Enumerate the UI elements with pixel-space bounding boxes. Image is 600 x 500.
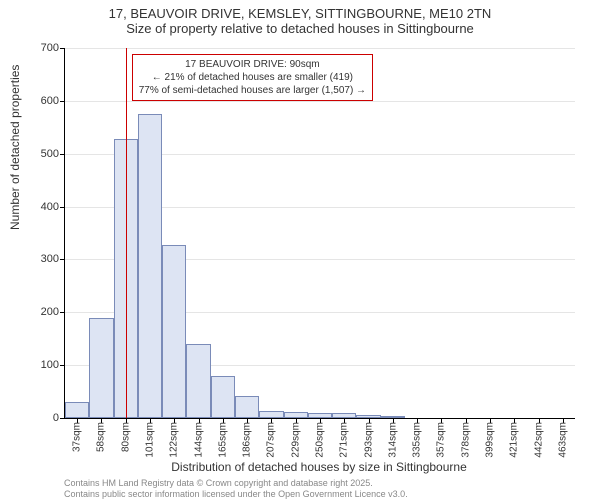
x-tick-label: 399sqm [485,418,496,458]
x-tick-label: 144sqm [193,418,204,458]
grid-line [65,48,575,49]
x-tick-label: 165sqm [217,418,228,458]
histogram-bar [186,344,210,418]
marker-callout-line: ← 21% of detached houses are smaller (41… [139,71,366,84]
y-axis-label: Number of detached properties [8,65,22,230]
x-tick-label: 314sqm [387,418,398,458]
x-tick-label: 271sqm [339,418,350,458]
histogram-bar [89,318,113,418]
marker-callout: 17 BEAUVOIR DRIVE: 90sqm← 21% of detache… [132,54,373,101]
histogram-bar [235,396,259,418]
title-main: 17, BEAUVOIR DRIVE, KEMSLEY, SITTINGBOUR… [0,0,600,21]
x-axis-label: Distribution of detached houses by size … [64,460,574,474]
y-tick-label: 200 [41,306,65,318]
x-tick-label: 357sqm [436,418,447,458]
x-tick-label: 335sqm [412,418,423,458]
histogram-bar [162,245,186,418]
attribution-line-2: Contains public sector information licen… [64,489,408,500]
x-tick-label: 229sqm [290,418,301,458]
histogram-bar [65,402,89,418]
x-tick-label: 207sqm [266,418,277,458]
plot-area: 010020030040050060070037sqm58sqm80sqm101… [64,48,575,419]
histogram-bar [211,376,235,418]
x-tick-label: 250sqm [315,418,326,458]
x-tick-label: 101sqm [145,418,156,458]
x-tick-label: 58sqm [96,418,107,452]
x-tick-label: 122sqm [169,418,180,458]
marker-line [126,48,127,418]
x-tick-label: 37sqm [72,418,83,452]
x-tick-label: 186sqm [242,418,253,458]
x-tick-label: 293sqm [363,418,374,458]
histogram-bar [138,114,162,418]
marker-callout-line: 17 BEAUVOIR DRIVE: 90sqm [139,58,366,71]
y-tick-label: 600 [41,95,65,107]
x-tick-label: 463sqm [557,418,568,458]
x-tick-label: 421sqm [509,418,520,458]
marker-callout-line: 77% of semi-detached houses are larger (… [139,84,366,97]
x-tick-label: 442sqm [533,418,544,458]
y-tick-label: 500 [41,148,65,160]
histogram-bar [259,411,283,418]
x-tick-label: 80sqm [120,418,131,452]
attribution: Contains HM Land Registry data © Crown c… [64,478,408,500]
y-tick-label: 100 [41,359,65,371]
attribution-line-1: Contains HM Land Registry data © Crown c… [64,478,408,489]
y-tick-label: 700 [41,42,65,54]
chart-container: 17, BEAUVOIR DRIVE, KEMSLEY, SITTINGBOUR… [0,0,600,500]
y-tick-label: 0 [53,412,65,424]
title-sub: Size of property relative to detached ho… [0,21,600,36]
x-tick-label: 378sqm [460,418,471,458]
y-tick-label: 400 [41,201,65,213]
y-tick-label: 300 [41,253,65,265]
